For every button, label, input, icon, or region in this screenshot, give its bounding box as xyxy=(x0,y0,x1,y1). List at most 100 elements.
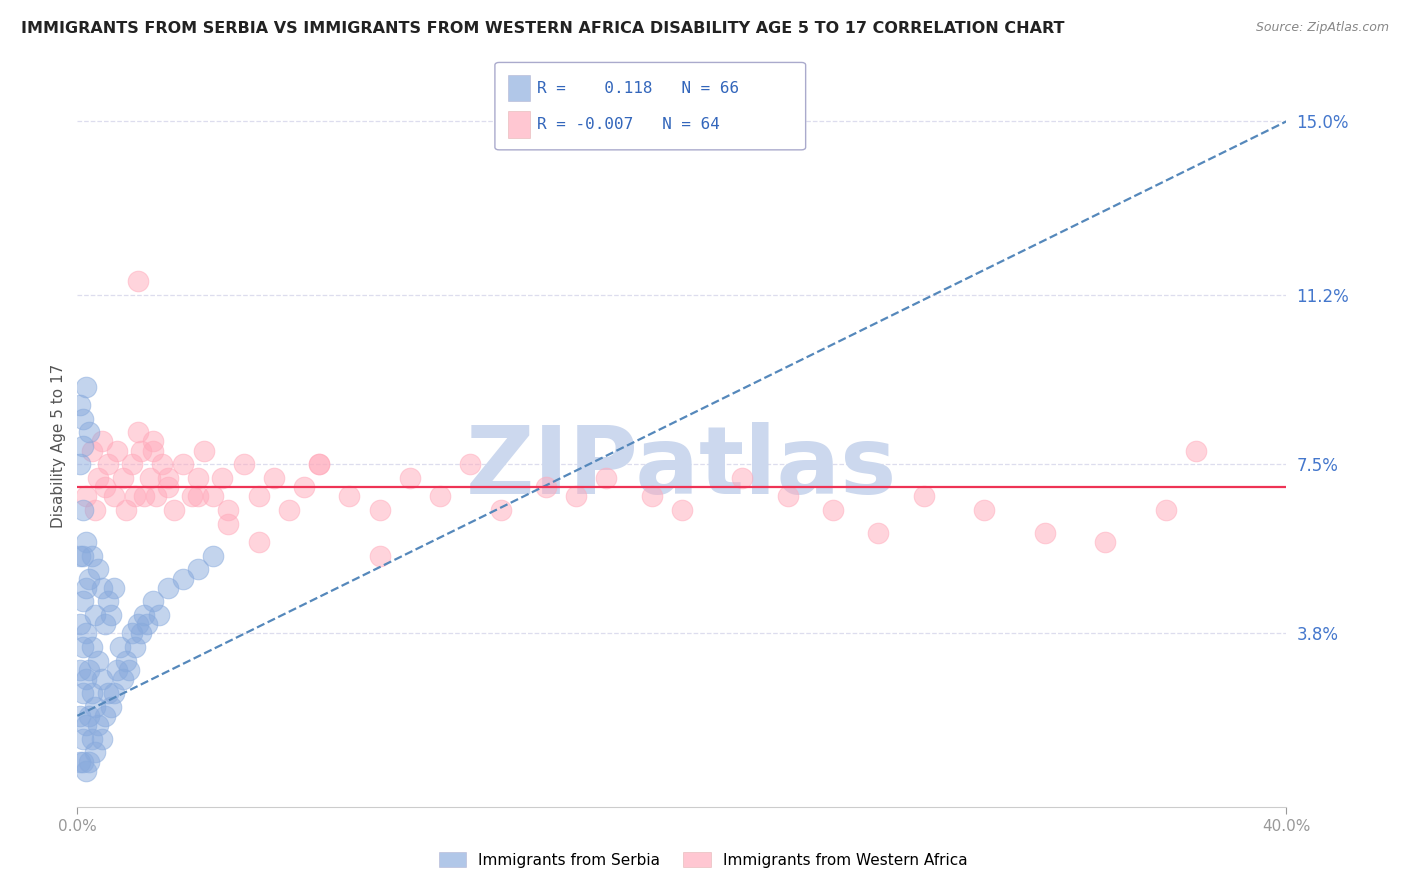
Point xyxy=(111,672,134,686)
Point xyxy=(121,458,143,472)
Point xyxy=(135,617,157,632)
Point xyxy=(100,699,122,714)
Point xyxy=(84,608,107,623)
Point xyxy=(79,708,101,723)
Point xyxy=(93,708,115,723)
Point xyxy=(247,535,270,549)
Point xyxy=(132,489,155,503)
Point xyxy=(69,398,91,412)
Point xyxy=(103,686,125,700)
Point xyxy=(75,626,97,640)
Point xyxy=(142,434,165,449)
Point xyxy=(181,489,204,503)
Point xyxy=(218,503,240,517)
Point xyxy=(114,654,136,668)
Point xyxy=(1184,443,1206,458)
Point xyxy=(72,549,94,563)
Point xyxy=(72,755,94,769)
Point xyxy=(96,594,118,608)
Text: ZIPatlas: ZIPatlas xyxy=(467,422,897,514)
Point xyxy=(150,458,173,472)
Point xyxy=(79,425,101,440)
Point xyxy=(96,686,118,700)
Point xyxy=(84,699,107,714)
Point xyxy=(72,731,94,746)
Point xyxy=(776,489,799,503)
Point xyxy=(1033,525,1056,540)
Point xyxy=(247,489,270,503)
Point xyxy=(72,503,94,517)
Point xyxy=(118,663,141,677)
Point xyxy=(114,503,136,517)
Point xyxy=(368,503,391,517)
Point xyxy=(308,458,330,472)
Point xyxy=(100,608,122,623)
Point xyxy=(75,535,97,549)
Point xyxy=(87,718,110,732)
Point xyxy=(163,503,186,517)
Point xyxy=(429,489,451,503)
Point xyxy=(534,480,557,494)
Point xyxy=(263,471,285,485)
Point xyxy=(172,572,194,586)
Point xyxy=(69,549,91,563)
Point xyxy=(103,581,125,595)
Point xyxy=(82,686,104,700)
Point xyxy=(84,745,107,759)
Point xyxy=(641,489,664,503)
Point xyxy=(87,562,110,576)
Point xyxy=(79,663,101,677)
Point xyxy=(82,640,104,655)
Point xyxy=(93,617,115,632)
Y-axis label: Disability Age 5 to 17: Disability Age 5 to 17 xyxy=(51,364,66,528)
Point xyxy=(82,549,104,563)
Point xyxy=(75,379,97,393)
Point xyxy=(105,443,128,458)
Point xyxy=(75,672,97,686)
Point xyxy=(399,471,422,485)
Point xyxy=(69,458,91,472)
Point xyxy=(129,443,152,458)
Point xyxy=(671,503,693,517)
Point xyxy=(973,503,995,517)
Point xyxy=(337,489,360,503)
Point xyxy=(1154,503,1177,517)
Point xyxy=(458,458,481,472)
Point xyxy=(368,549,391,563)
Point xyxy=(308,458,330,472)
Point xyxy=(187,562,209,576)
Point xyxy=(72,594,94,608)
Point xyxy=(72,686,94,700)
Point xyxy=(124,640,146,655)
Point xyxy=(157,581,180,595)
Point xyxy=(211,471,233,485)
Point xyxy=(187,471,209,485)
Point xyxy=(868,525,890,540)
Point xyxy=(129,626,152,640)
Point xyxy=(292,480,315,494)
Point xyxy=(565,489,588,503)
Point xyxy=(87,471,110,485)
Point xyxy=(127,425,149,440)
Point xyxy=(142,443,165,458)
Point xyxy=(489,503,512,517)
Point xyxy=(145,489,167,503)
Point xyxy=(69,708,91,723)
Point xyxy=(139,471,162,485)
Point xyxy=(82,443,104,458)
Point xyxy=(75,718,97,732)
Point xyxy=(127,617,149,632)
Point xyxy=(75,489,97,503)
Legend: Immigrants from Serbia, Immigrants from Western Africa: Immigrants from Serbia, Immigrants from … xyxy=(433,846,973,873)
Point xyxy=(232,458,254,472)
Point xyxy=(218,516,240,531)
Point xyxy=(132,608,155,623)
Point xyxy=(1094,535,1116,549)
Point xyxy=(90,434,112,449)
Point xyxy=(157,480,180,494)
Point xyxy=(96,458,118,472)
Point xyxy=(202,489,225,503)
Text: R =    0.118   N = 66: R = 0.118 N = 66 xyxy=(537,80,740,95)
Point xyxy=(69,663,91,677)
Point xyxy=(124,489,146,503)
